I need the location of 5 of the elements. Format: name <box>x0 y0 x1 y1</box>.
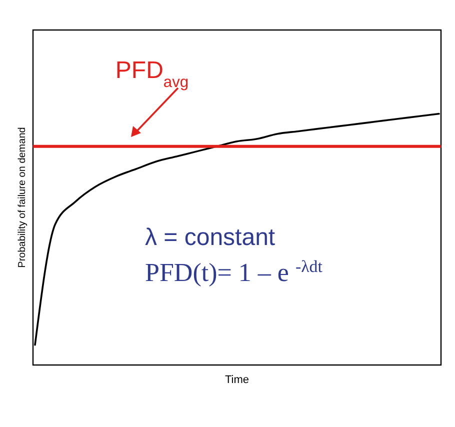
y-axis-title: Probability of failure on demand <box>17 127 28 268</box>
annotation: PFD(t)= 1 – e $^{-λdt}$ <box>145 256 323 287</box>
annotation: λ = constant <box>145 224 276 251</box>
ref-line-label: PFD$_{avg}$ <box>115 57 189 90</box>
x-axis-title: Time <box>224 374 250 386</box>
